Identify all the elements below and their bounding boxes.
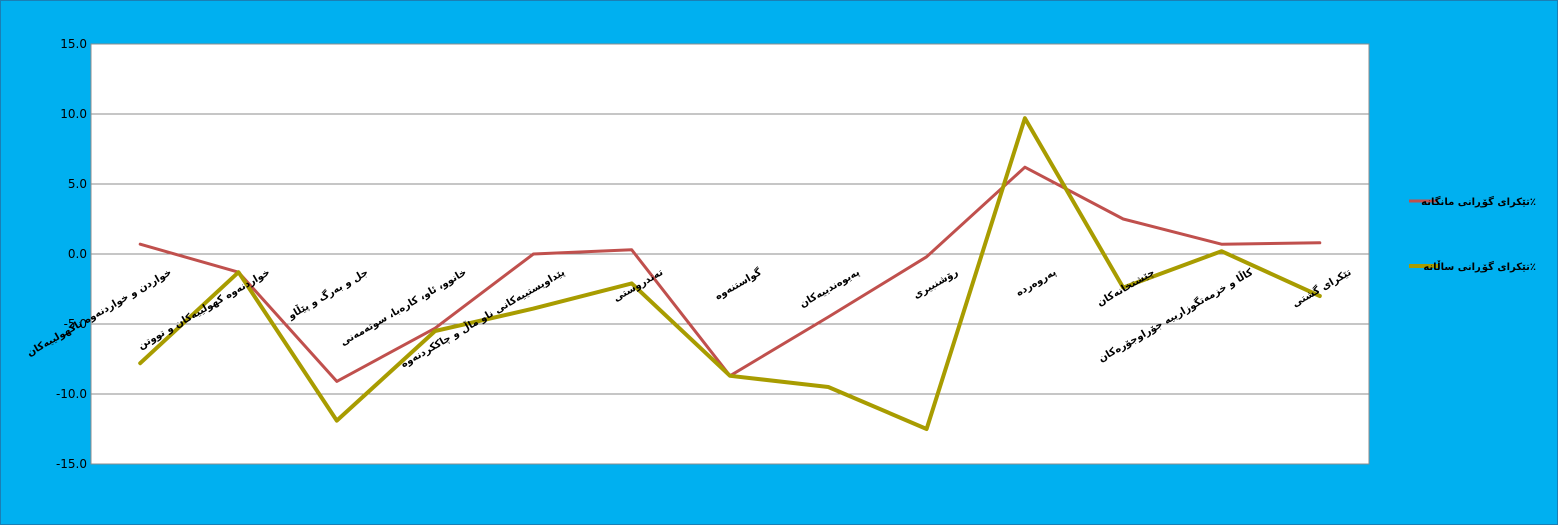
plot-border bbox=[90, 43, 1370, 465]
y-tick-label: 5.0 bbox=[68, 177, 87, 191]
series-line-2 bbox=[138, 116, 1322, 431]
y-tick-label: 0.0 bbox=[68, 247, 87, 261]
y-tick-label: -5.0 bbox=[64, 317, 87, 331]
legend-label: تێکرای گۆڕانی ساڵانە٪ bbox=[1423, 260, 1536, 273]
y-tick-label: 15.0 bbox=[60, 37, 87, 51]
y-tick-label: -15.0 bbox=[56, 457, 87, 471]
y-tick-label: 10.0 bbox=[60, 107, 87, 121]
legend-label: تێکرای گۆڕانی مانگانە٪ bbox=[1421, 195, 1536, 208]
y-tick-label: -10.0 bbox=[56, 387, 87, 401]
